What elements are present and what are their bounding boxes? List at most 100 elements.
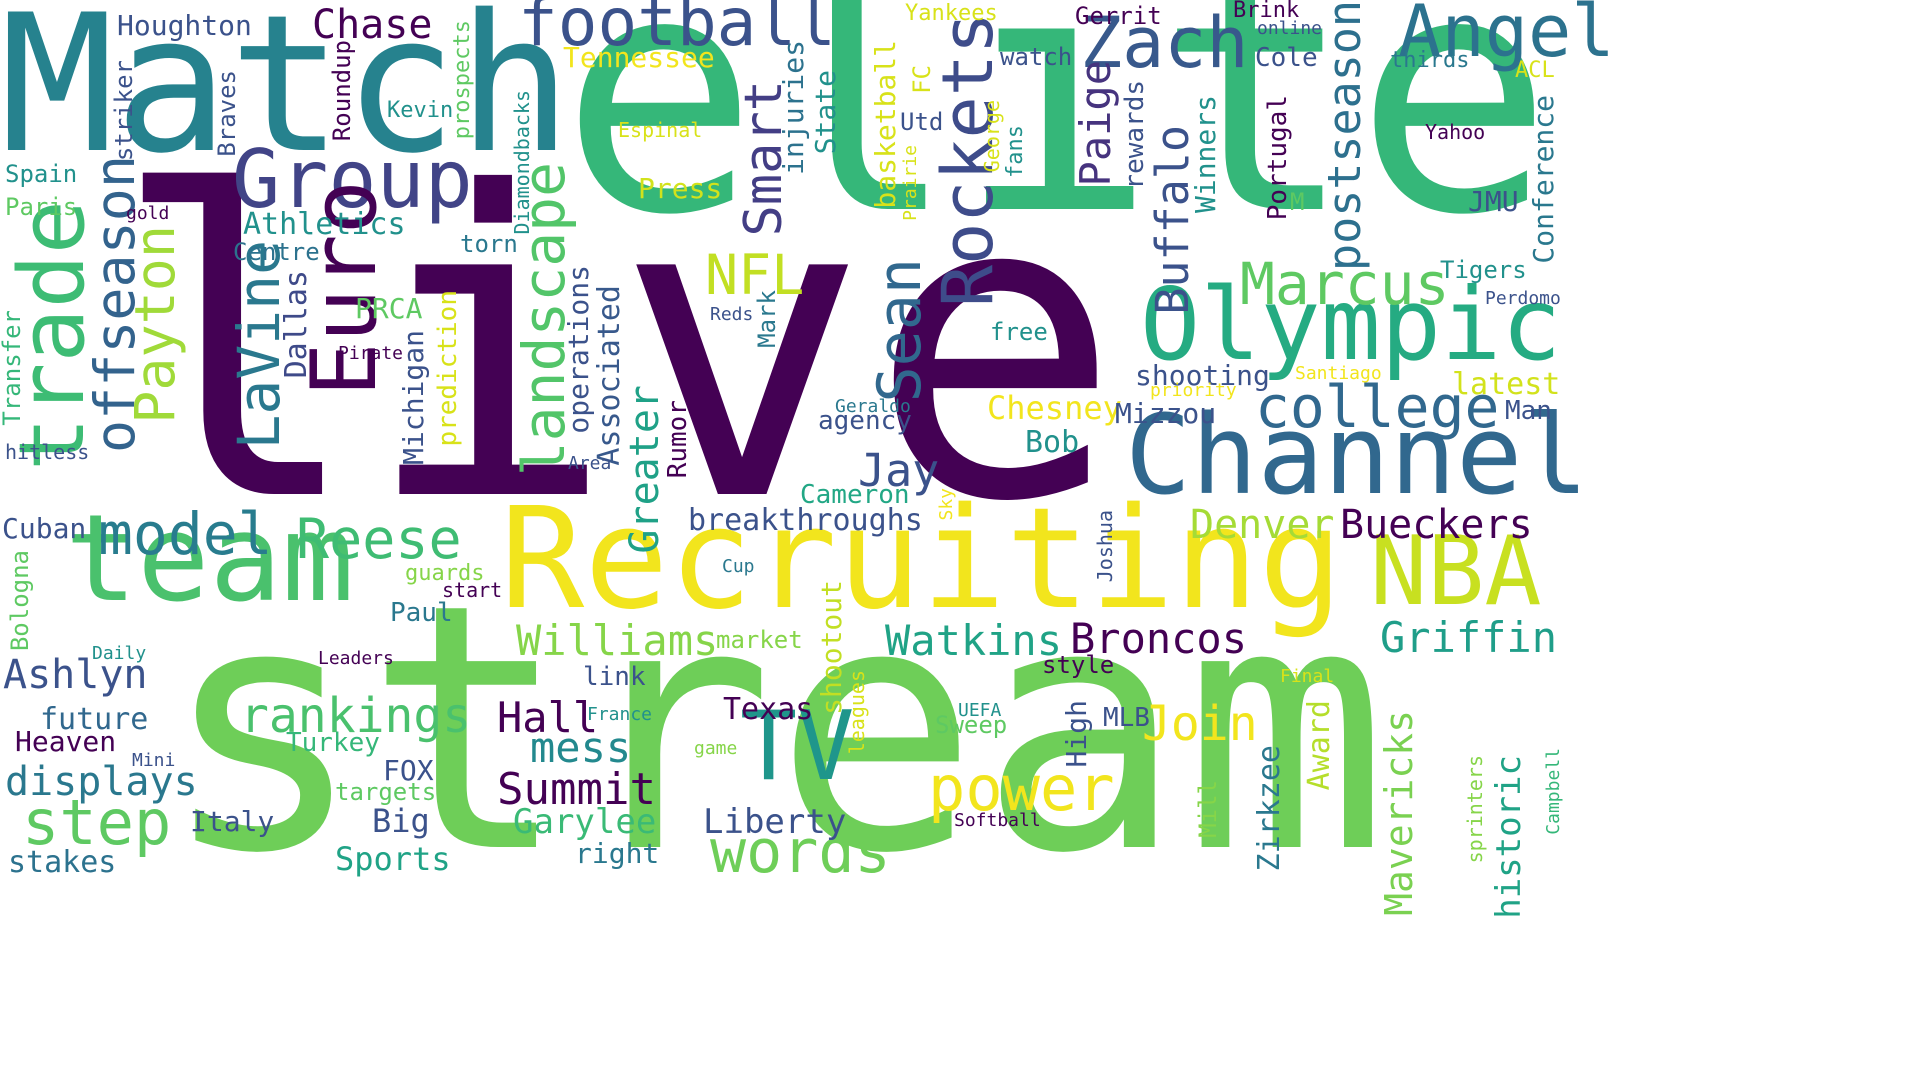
word-rewards: rewards — [1120, 80, 1150, 190]
word-latest: latest — [1452, 367, 1561, 402]
word-mill: Mill — [1194, 780, 1222, 838]
word-tv: TV — [740, 692, 855, 802]
word-elite: elite — [560, 0, 1554, 287]
word-zirkzee: Zirkzee — [1252, 745, 1287, 872]
word-santiago: Santiago — [1295, 363, 1382, 384]
word-market: market — [716, 626, 803, 654]
word-historic: historic — [1489, 755, 1529, 919]
word-guards: guards — [405, 561, 485, 586]
word-mark: Mark — [753, 290, 781, 348]
word-jmu: JMU — [1468, 185, 1519, 218]
word-broncos: Broncos — [1070, 614, 1248, 663]
word-breakthroughs: breakthroughs — [688, 503, 923, 538]
word-diamondbacks: Diamondbacks — [510, 90, 534, 235]
word-thirds: thirds — [1390, 48, 1470, 73]
word-rankings: rankings — [240, 688, 472, 744]
word-utd: Utd — [900, 108, 944, 136]
word-michigan: Michigan — [397, 330, 430, 465]
word-man: Man — [1505, 396, 1552, 426]
word-start: start — [442, 578, 503, 602]
word-basketball: basketball — [869, 40, 902, 209]
word-m: M — [1290, 188, 1305, 216]
word-football: football — [518, 0, 836, 61]
word-future: future — [40, 702, 149, 737]
word-yankees: Yankees — [905, 1, 998, 26]
word-nba: NBA — [1370, 517, 1542, 627]
word-bueckers: Bueckers — [1340, 502, 1533, 548]
word-state: State — [809, 70, 842, 155]
word-bologna: Bologna — [6, 550, 34, 652]
word-portugal: Portugal — [1263, 95, 1293, 221]
word-athletics: Athletics — [243, 207, 406, 242]
word-prca: PRCA — [355, 292, 423, 325]
word-marcus: Marcus — [1240, 250, 1450, 318]
word-join: Join — [1142, 696, 1258, 752]
word-rumor: Rumor — [663, 400, 693, 479]
word-power: power — [928, 752, 1115, 825]
word-reese: Reese — [296, 507, 462, 571]
word-daily: Daily — [92, 643, 147, 664]
word-cameron: Cameron — [800, 480, 910, 510]
word-recruiting: Recruiting — [500, 478, 1343, 641]
word-fans: fans — [1003, 125, 1028, 178]
word-george: George — [980, 100, 1004, 173]
word-fox: FOX — [383, 754, 434, 787]
word-high: High — [1060, 700, 1093, 768]
word-sweep: Sweep — [935, 711, 1008, 739]
word-style: style — [1042, 651, 1115, 679]
word-step: step — [22, 786, 172, 859]
word-mess: mess — [530, 723, 632, 772]
word-tennessee: Tennessee — [563, 41, 715, 74]
word-college: college — [1255, 373, 1500, 441]
word-operations: operations — [562, 265, 595, 434]
word-transfer: Transfer — [0, 310, 26, 426]
word-denver: Denver — [1190, 502, 1335, 548]
word-espinal: Espinal — [618, 118, 703, 142]
word-heaven: Heaven — [15, 725, 117, 758]
word-roundup: Roundup — [328, 40, 356, 142]
word-leagues: leagues — [845, 670, 869, 755]
word-brink: Brink — [1233, 0, 1300, 23]
word-displays: displays — [5, 759, 198, 805]
word-cup: Cup — [722, 556, 755, 577]
word-acl: ACL — [1515, 58, 1555, 83]
word-nfl: NFL — [705, 243, 805, 307]
word-winners: Winners — [1189, 95, 1222, 214]
word-cole: Cole — [1255, 43, 1318, 73]
word-paris: Paris — [5, 193, 78, 221]
word-tigers: Tigers — [1440, 256, 1527, 284]
word-targets: targets — [335, 778, 437, 806]
word-online: online — [1257, 18, 1323, 39]
word-paige: Paige — [1071, 60, 1120, 187]
word-postseason: postseason — [1318, 0, 1371, 271]
word-associated: Associated — [592, 285, 627, 466]
word-right: right — [575, 837, 660, 870]
word-reds: Reds — [710, 304, 754, 325]
word-conference: Conference — [1527, 95, 1560, 264]
word-leaders: Leaders — [318, 648, 394, 669]
word-france: France — [587, 704, 653, 725]
word-mlb: MLB — [1103, 703, 1150, 733]
word-yahoo: Yahoo — [1425, 120, 1486, 144]
word-italy: Italy — [190, 805, 275, 838]
word-live: live — [110, 105, 1122, 594]
word-chase: Chase — [312, 2, 433, 48]
word-gerrit: Gerrit — [1075, 2, 1162, 30]
word-pirate: Pirate — [338, 343, 404, 364]
word-spain: Spain — [5, 160, 78, 188]
word-game: game — [694, 738, 738, 759]
word-summit: Summit — [497, 764, 656, 815]
word-uefa: UEFA — [958, 700, 1002, 721]
word-shooting: shooting — [1135, 359, 1270, 392]
word-williams: Williams — [516, 616, 719, 665]
word-striker: striker — [110, 60, 138, 162]
word-gold: gold — [126, 203, 170, 224]
word-kevin: Kevin — [387, 98, 454, 123]
word-big: Big — [372, 802, 430, 840]
word-cuban: Cuban — [2, 512, 87, 545]
word-sprinters: sprinters — [1463, 755, 1487, 864]
word-sky: Sky — [936, 488, 957, 521]
word-olympic: Olympic — [1140, 266, 1562, 383]
word-braves: Braves — [213, 70, 241, 157]
